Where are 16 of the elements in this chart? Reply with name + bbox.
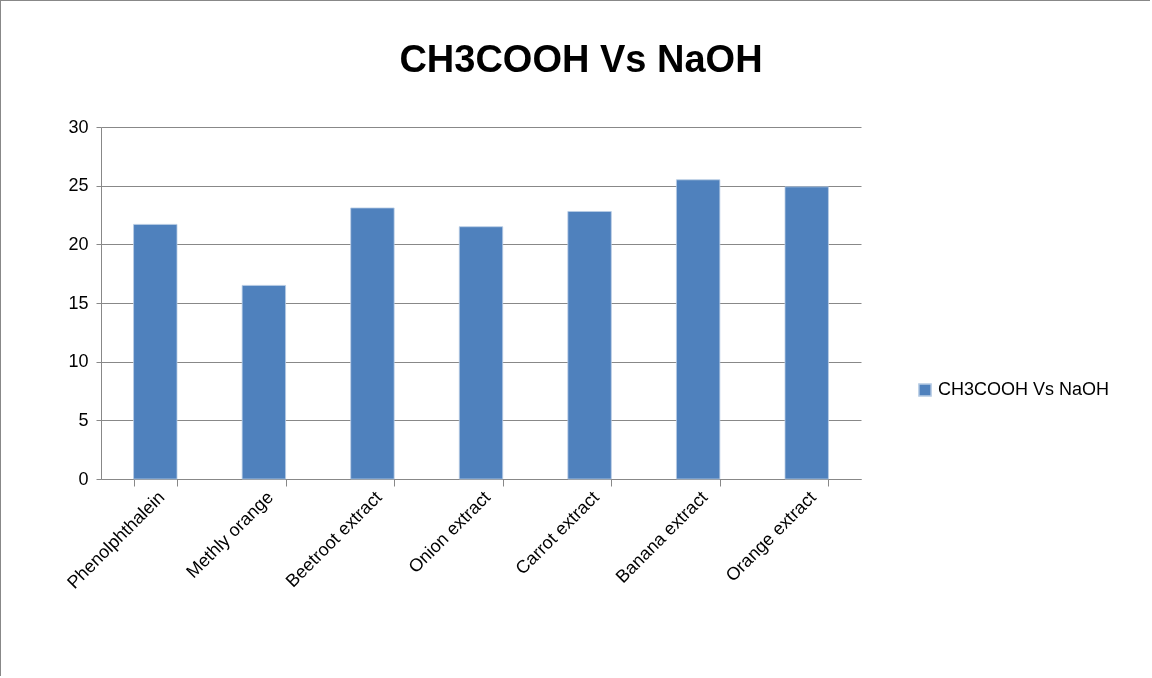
bar (458, 226, 504, 480)
y-tick-label: 10 (68, 351, 89, 372)
legend-label: CH3COOH Vs NaOH (938, 379, 1110, 399)
chart-title: CH3COOH Vs NaOH (399, 38, 763, 80)
y-tick-label: 25 (68, 175, 89, 196)
y-tick-label: 30 (68, 116, 89, 137)
y-tick-label: 5 (78, 409, 89, 430)
y-tick-label: 20 (68, 233, 89, 254)
y-tick-label: 0 (78, 468, 89, 489)
y-tick-label: 15 (68, 292, 89, 313)
bar (784, 186, 829, 480)
bar (241, 285, 286, 480)
bar (350, 207, 395, 480)
bar (133, 223, 178, 480)
bar (676, 179, 721, 480)
bar (567, 211, 612, 480)
